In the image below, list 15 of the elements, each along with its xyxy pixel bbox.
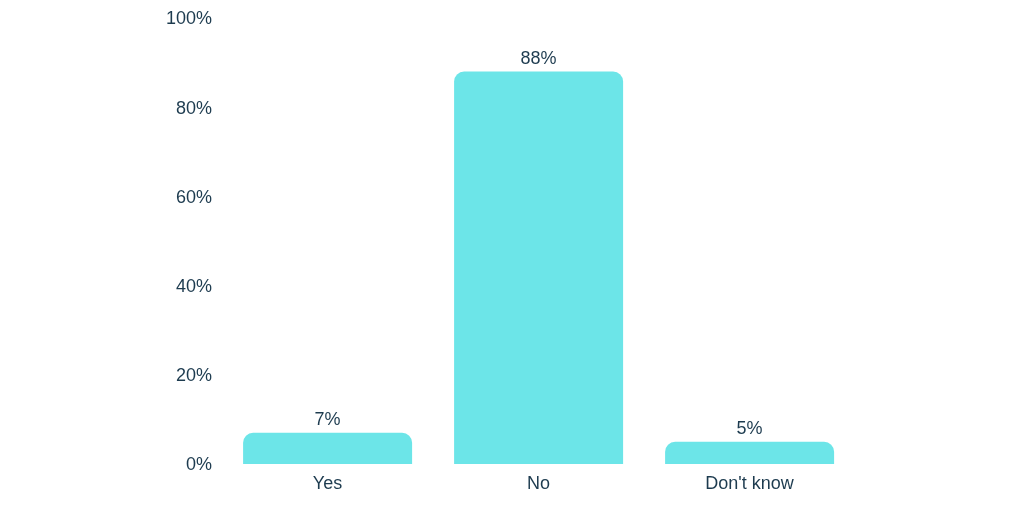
data-label: 88% [520,47,557,68]
y-tick-label: 80% [175,97,212,118]
y-tick-label: 60% [175,186,212,207]
y-tick-label: 40% [175,275,212,296]
y-tick-label: 20% [175,365,212,386]
y-tick-label: 100% [165,8,212,29]
bar [665,441,835,464]
x-tick-label: No [526,472,551,493]
x-tick-label: Yes [312,472,343,493]
bar [243,432,413,464]
data-label: 7% [314,408,341,429]
x-tick-label: Don't know [705,472,795,493]
bar [454,71,624,464]
data-label: 5% [736,417,763,438]
y-tick-label: 0% [185,454,212,475]
